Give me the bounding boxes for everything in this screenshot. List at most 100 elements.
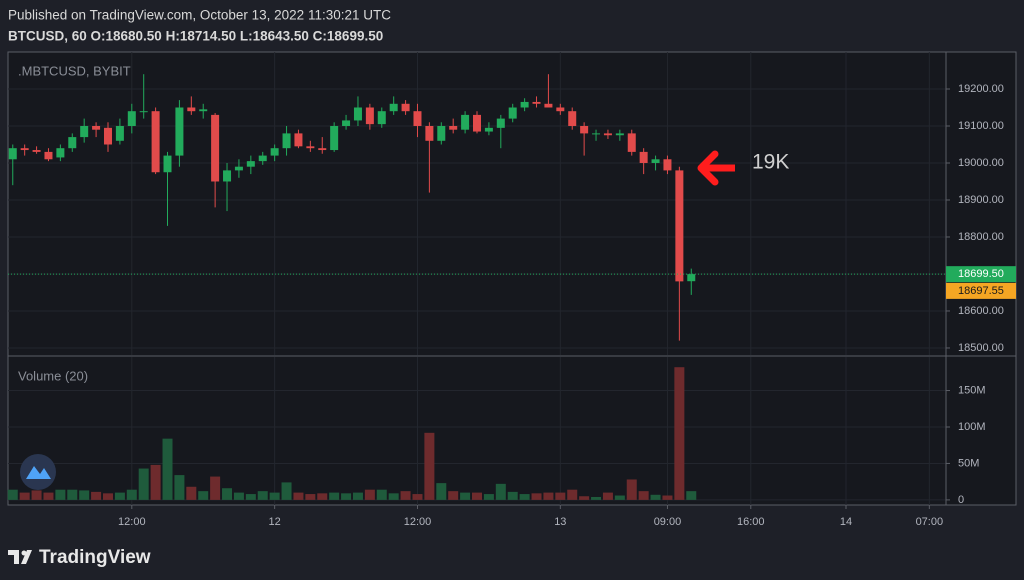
candle-body	[32, 150, 41, 152]
volume-bar	[55, 489, 66, 500]
candle-body	[675, 170, 684, 282]
candle-body	[187, 107, 196, 112]
volume-bar	[614, 495, 625, 500]
brand	[8, 550, 32, 564]
candle-body	[353, 107, 362, 121]
candle-body	[282, 133, 291, 149]
volume-bar	[364, 489, 375, 500]
volume-bar	[150, 464, 161, 500]
candle-body	[425, 125, 434, 141]
annotation: 19K	[752, 151, 789, 174]
candle-body	[603, 133, 612, 136]
x-tick-label: 12:00	[404, 516, 432, 528]
volume-bar	[519, 494, 530, 500]
candle-body	[103, 127, 112, 145]
x-tick-label: 16:00	[737, 516, 765, 528]
volume-bar	[626, 479, 637, 500]
volume-bar	[650, 494, 661, 500]
ma-price-label: 18697.55	[958, 285, 1004, 297]
brand-name: TradingView	[39, 547, 151, 568]
candle-body	[223, 170, 232, 182]
volume-bar	[102, 493, 113, 500]
volume-bar	[448, 491, 459, 500]
candle-body	[330, 125, 339, 151]
volume-bar	[436, 483, 447, 500]
corner-logo	[20, 454, 56, 490]
candle-body	[80, 125, 89, 138]
y-tick-label: 18600.00	[958, 305, 1004, 317]
volume-bar	[531, 493, 542, 500]
y-tick-label: 150M	[958, 384, 986, 396]
candle-body	[496, 118, 505, 128]
volume-bar	[7, 489, 18, 500]
volume-bar	[591, 496, 602, 500]
volume-bar	[483, 494, 494, 500]
volume-bar	[91, 491, 102, 500]
volume-bar	[674, 367, 685, 500]
candle-body	[151, 111, 160, 173]
candle-body	[342, 120, 351, 126]
candle-body	[175, 107, 184, 156]
x-tick-label: 14	[840, 516, 852, 528]
x-tick-label: 12	[269, 516, 281, 528]
ma-price-tag	[946, 282, 1016, 299]
y-tick-label: 50M	[958, 457, 979, 469]
candle-body	[92, 125, 101, 130]
volume-bar	[162, 438, 173, 500]
volume-bar	[293, 492, 304, 500]
candle-body	[449, 125, 458, 130]
volume-bar	[567, 489, 578, 500]
volume-bar	[376, 489, 387, 500]
volume-bar	[174, 475, 185, 500]
x-tick-label: 13	[554, 516, 566, 528]
volume-bar	[67, 489, 78, 500]
annotation-arrow	[697, 150, 735, 186]
candle-body	[115, 125, 124, 141]
candle-body	[365, 107, 374, 125]
y-tick-label: 19000.00	[958, 157, 1004, 169]
volume-bar	[638, 491, 649, 500]
candle-body	[318, 148, 327, 151]
published: Published on TradingView.com, October 13…	[8, 8, 391, 23]
volume-bar	[424, 432, 435, 500]
candle-body	[568, 111, 577, 126]
candle-body	[44, 151, 53, 160]
volume-bar	[329, 492, 340, 500]
candle-body	[163, 155, 172, 173]
candle-body	[211, 114, 220, 182]
volume-bar	[388, 493, 399, 500]
candle-body	[389, 103, 398, 112]
candle-body	[127, 111, 136, 126]
volume-bar	[114, 492, 125, 500]
volume-bar	[198, 491, 209, 500]
volume-bar	[460, 492, 471, 500]
candle-body	[615, 133, 624, 136]
candle-body	[484, 127, 493, 132]
volume-bar	[222, 488, 233, 500]
last-price-label: 18699.50	[958, 268, 1004, 280]
candle-body	[306, 146, 315, 149]
volume-bar	[495, 483, 506, 500]
y-tick-label: 100M	[958, 421, 986, 433]
volume-bar	[138, 468, 149, 500]
candle-body	[20, 148, 29, 151]
candle-body	[592, 133, 601, 135]
candle-body	[627, 133, 636, 152]
candle-body	[139, 111, 148, 113]
y-tick-label: 18500.00	[958, 342, 1004, 354]
last-price-tag	[946, 266, 1016, 283]
candle-body	[199, 109, 208, 112]
y-tick-label: 19200.00	[958, 83, 1004, 95]
candle-body	[413, 111, 422, 126]
volume-bar	[400, 491, 411, 500]
volume-bar	[555, 492, 566, 500]
volume-bar	[19, 492, 30, 500]
volume-bar	[233, 492, 244, 500]
y-tick-label: 0	[958, 494, 964, 506]
volume-bar	[352, 492, 363, 500]
x-tick-label: 07:00	[916, 516, 944, 528]
volume-bar	[210, 476, 221, 500]
candle-body	[556, 107, 565, 112]
